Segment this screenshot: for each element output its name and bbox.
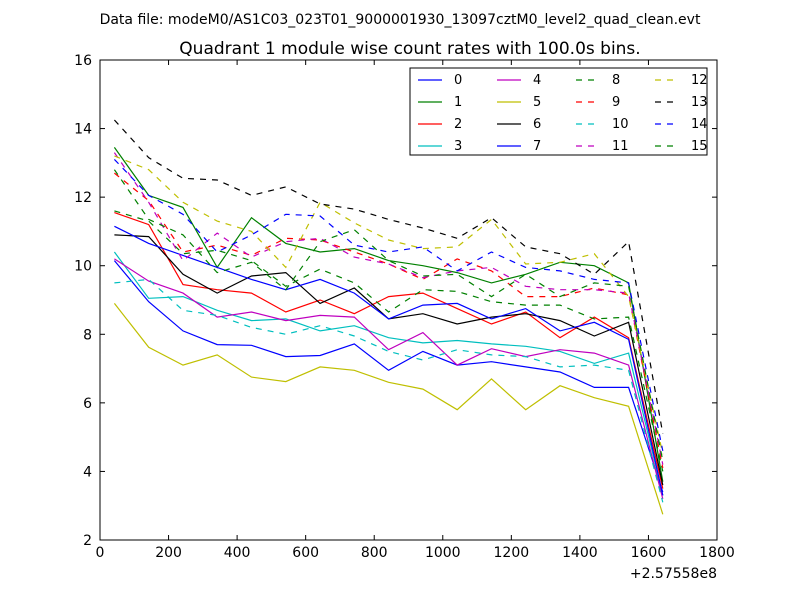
- legend-label-2: 2: [454, 117, 462, 132]
- x-tick-label: 0: [96, 545, 105, 561]
- series-line-0: [113, 260, 664, 493]
- series-line-13: [113, 119, 664, 434]
- x-offset-label: +2.57558e8: [630, 566, 717, 582]
- legend-label-14: 14: [691, 117, 708, 132]
- legend-label-13: 13: [691, 95, 708, 110]
- legend-label-11: 11: [612, 139, 629, 154]
- axes-layer: 0 200 400 600 800 1000 1200 1400 1600 18002468101…: [74, 53, 735, 561]
- legend-label-8: 8: [612, 73, 620, 88]
- legend-label-9: 9: [612, 95, 620, 110]
- legend-label-0: 0: [454, 73, 462, 88]
- legend-label-7: 7: [533, 139, 541, 154]
- legend-label-15: 15: [691, 139, 708, 154]
- legend-label-4: 4: [533, 73, 541, 88]
- series-line-12: [114, 155, 664, 455]
- x-tick-label: 800: [361, 545, 388, 561]
- x-tick-label: 600: [292, 545, 319, 561]
- series-line-5: [113, 303, 664, 515]
- series-line-8: [114, 210, 664, 472]
- y-tick-label: 16: [74, 53, 92, 69]
- x-tick-label: 400: [224, 545, 251, 561]
- legend-label-6: 6: [533, 117, 541, 132]
- series-line-11: [113, 152, 664, 465]
- legend-box: [409, 67, 708, 156]
- legend-label-3: 3: [454, 139, 462, 154]
- series-line-4: [114, 258, 664, 500]
- y-tick-label: 2: [83, 533, 92, 549]
- legend-label-1: 1: [454, 95, 462, 110]
- plot-frame: [99, 59, 718, 541]
- series-layer: [113, 119, 664, 515]
- y-tick-label: 12: [74, 190, 92, 206]
- series-line-9: [114, 172, 664, 469]
- x-tick-label: 1400: [562, 545, 598, 561]
- series-line-3: [113, 251, 664, 496]
- y-tick-label: 10: [74, 259, 92, 275]
- x-tick-label: 200: [155, 545, 182, 561]
- x-tick-label: 1600: [631, 545, 667, 561]
- legend-label-12: 12: [691, 73, 708, 88]
- series-line-2: [114, 212, 664, 489]
- series-line-14: [113, 158, 664, 452]
- series-line-6: [114, 234, 664, 486]
- series-line-10: [114, 278, 664, 503]
- chart-suptitle: Data file: modeM0/AS1C03_023T01_90000019…: [100, 12, 701, 28]
- series-line-1: [113, 147, 664, 482]
- y-tick-label: 8: [83, 327, 92, 343]
- legend-label-10: 10: [612, 117, 629, 132]
- y-tick-label: 6: [83, 396, 92, 412]
- chart-title: Quadrant 1 module wise count rates with …: [179, 39, 640, 59]
- y-tick-label: 14: [74, 122, 92, 138]
- x-tick-label: 1000: [425, 545, 461, 561]
- x-tick-label: 1200: [494, 545, 530, 561]
- series-line-7: [114, 225, 664, 496]
- y-tick-label: 4: [83, 464, 92, 480]
- legend-label-5: 5: [533, 95, 541, 110]
- series-line-15: [113, 169, 664, 462]
- x-tick-label: 1800: [699, 545, 735, 561]
